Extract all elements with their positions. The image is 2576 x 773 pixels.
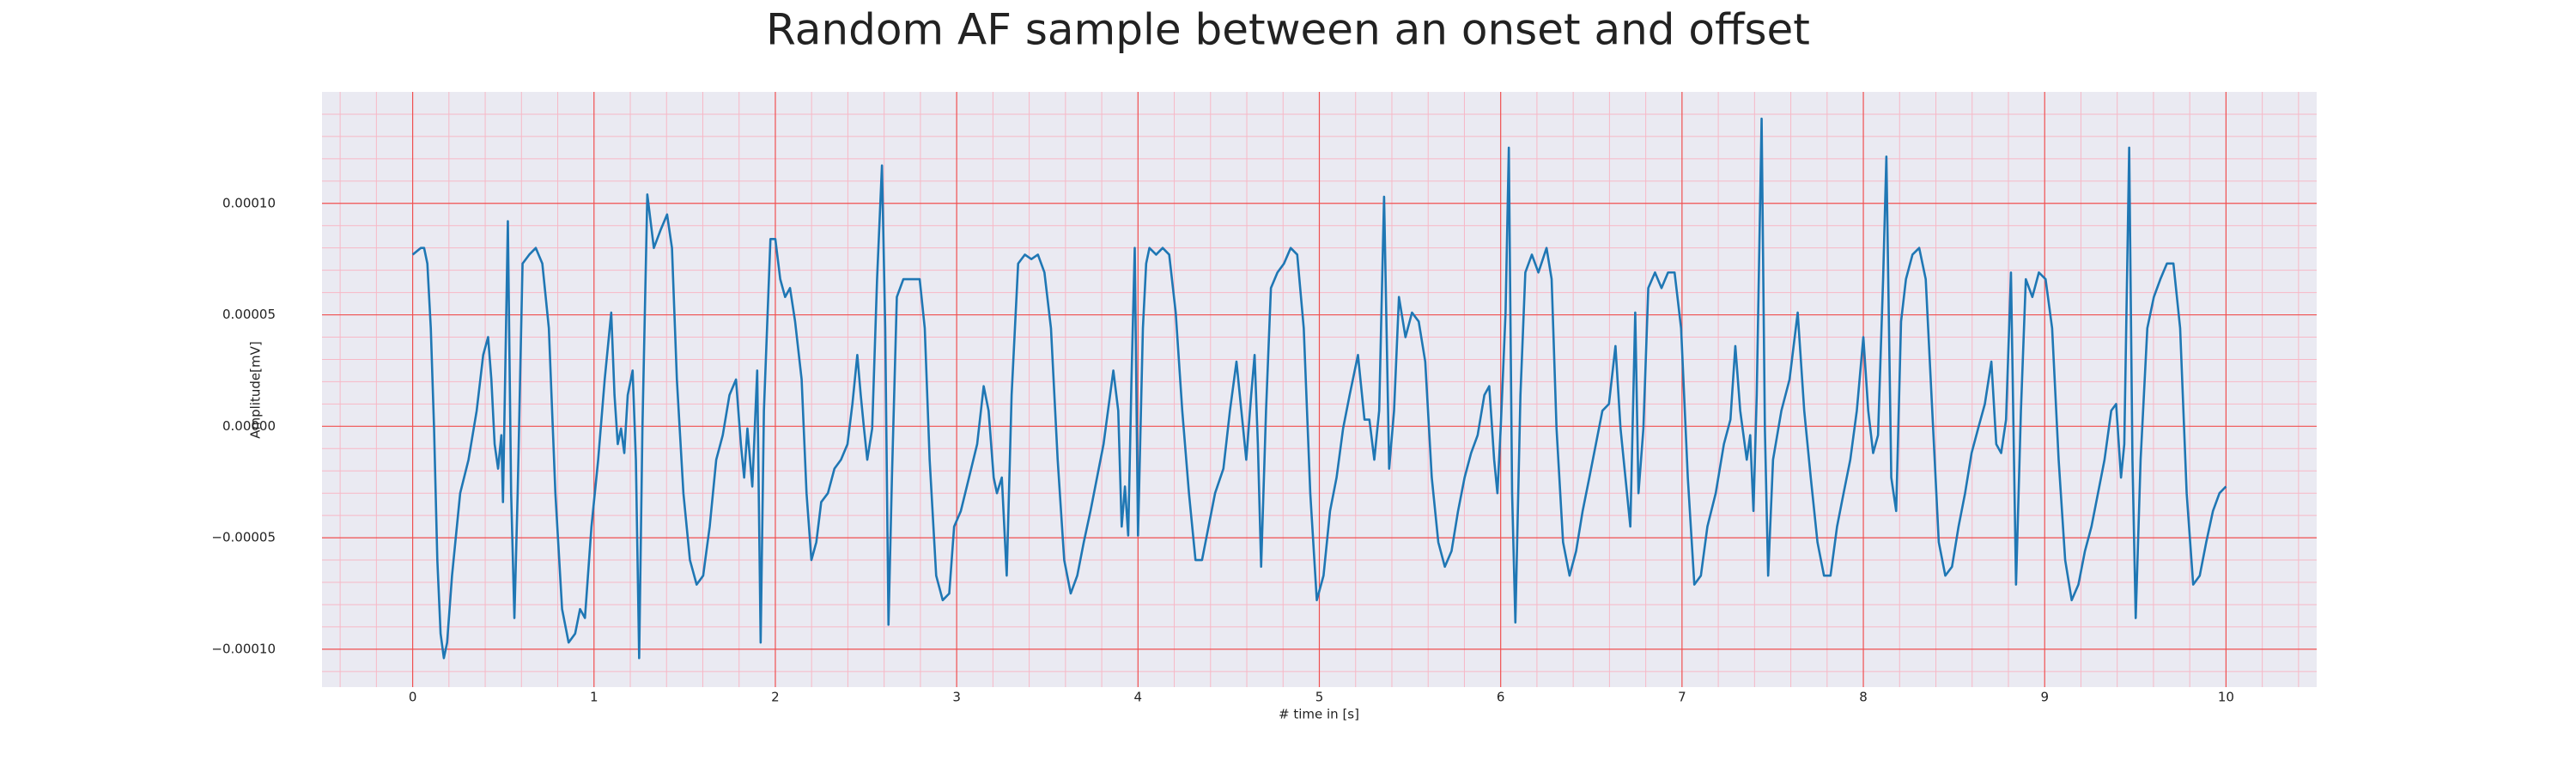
x-tick-label: 2 [771, 690, 780, 705]
x-tick-label: 6 [1497, 690, 1505, 705]
chart-title: Random AF sample between an onset and of… [766, 5, 1810, 55]
signal-line [411, 117, 2227, 660]
x-tick-label: 9 [2040, 690, 2049, 705]
x-tick-label: 1 [590, 690, 598, 705]
tick-labels: 0 1 2 3 4 5 6 7 8 9 10 −0.00010 −0.00005 0.00000 0.000… [211, 195, 2234, 704]
y-axis-label: Amplitude[mV] [248, 341, 264, 438]
x-tick-label: 7 [1678, 690, 1686, 705]
x-axis-label: # time in [s] [1279, 707, 1359, 722]
series [411, 117, 2227, 660]
x-tick-label: 10 [2218, 690, 2234, 705]
x-tick-label: 3 [952, 690, 961, 705]
y-tick-label: 0.00005 [222, 307, 276, 322]
y-tick-label: −0.00005 [211, 530, 276, 545]
y-tick-label: 0.00010 [222, 195, 276, 210]
x-tick-label: 0 [409, 690, 417, 705]
x-tick-label: 5 [1315, 690, 1324, 705]
x-tick-label: 8 [1859, 690, 1868, 705]
y-tick-label: 0.00000 [222, 418, 276, 434]
y-tick-label: −0.00010 [211, 641, 276, 656]
x-tick-label: 4 [1134, 690, 1143, 705]
major-grid [322, 92, 2317, 687]
